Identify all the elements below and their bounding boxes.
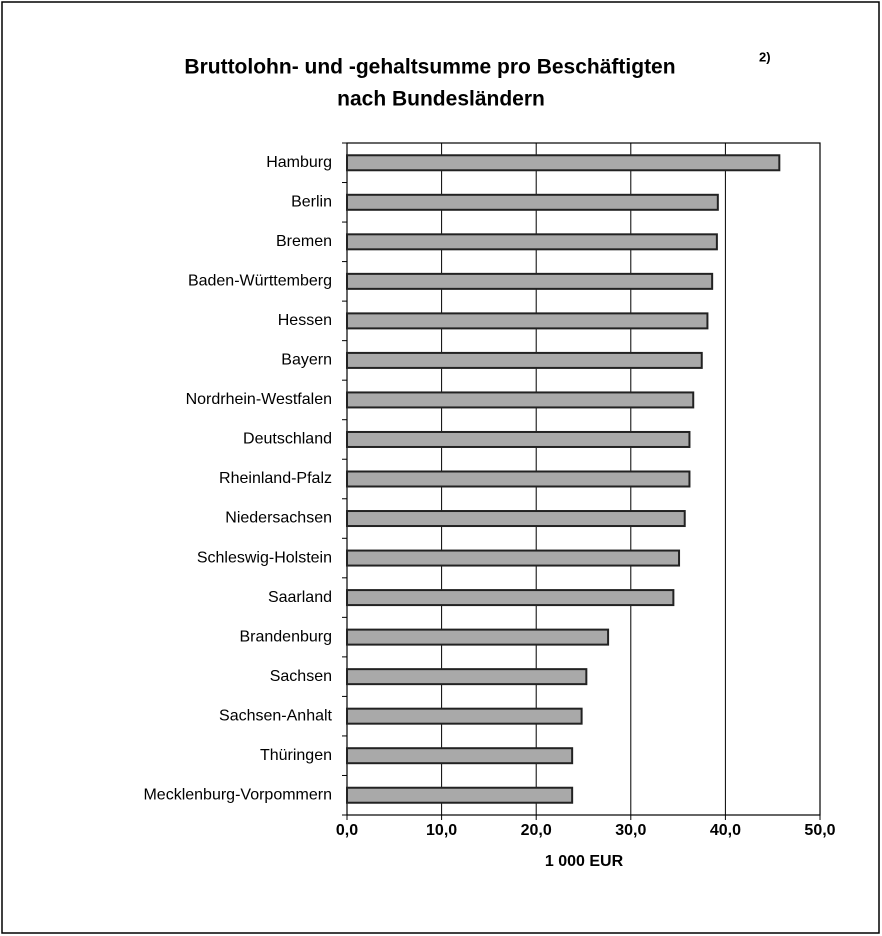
y-tick-label: Nordrhein-Westfalen <box>186 391 332 408</box>
y-tick-label: Hessen <box>278 312 332 329</box>
y-tick-label: Bayern <box>281 352 332 369</box>
bar <box>346 786 574 804</box>
bar <box>346 430 691 448</box>
bar <box>346 391 695 409</box>
y-tick-label: Mecklenburg-Vorpommern <box>143 786 332 803</box>
chart-title: Bruttolohn- und -gehaltsumme pro Beschäf… <box>184 56 675 79</box>
x-tick-label: 0,0 <box>336 822 358 839</box>
bar <box>346 589 675 607</box>
bar <box>346 154 781 172</box>
bar <box>346 233 718 251</box>
x-axis-label: 1 000 EUR <box>545 853 624 870</box>
x-tick-label: 10,0 <box>426 822 457 839</box>
y-tick-label: Thüringen <box>260 747 332 764</box>
title-note: 2) <box>759 49 771 64</box>
bar <box>346 549 681 567</box>
bar <box>346 312 709 330</box>
bar <box>346 747 574 765</box>
bar <box>346 510 686 528</box>
y-tick-label: Brandenburg <box>239 628 332 645</box>
y-tick-label: Rheinland-Pfalz <box>219 470 332 487</box>
bar <box>346 193 719 211</box>
bar <box>346 668 588 686</box>
y-tick-label: Niedersachsen <box>225 510 332 527</box>
x-tick-label: 50,0 <box>804 822 835 839</box>
x-tick-label: 30,0 <box>615 822 646 839</box>
y-tick-label: Schleswig-Holstein <box>197 549 332 566</box>
y-tick-label: Deutschland <box>243 431 332 448</box>
bar <box>346 628 610 646</box>
x-tick-label: 20,0 <box>521 822 552 839</box>
y-tick-label: Hamburg <box>266 154 332 171</box>
y-tick-label: Sachsen <box>270 668 332 685</box>
y-tick-label: Berlin <box>291 194 332 211</box>
bar <box>346 470 691 488</box>
bar <box>346 351 703 369</box>
chart-title: nach Bundesländern <box>337 88 545 111</box>
bar <box>346 272 714 290</box>
bar <box>346 707 583 725</box>
y-tick-label: Saarland <box>268 589 332 606</box>
y-tick-label: Baden-Württemberg <box>188 273 332 290</box>
y-tick-label: Bremen <box>276 233 332 250</box>
x-tick-label: 40,0 <box>710 822 741 839</box>
y-tick-label: Sachsen-Anhalt <box>219 707 333 724</box>
